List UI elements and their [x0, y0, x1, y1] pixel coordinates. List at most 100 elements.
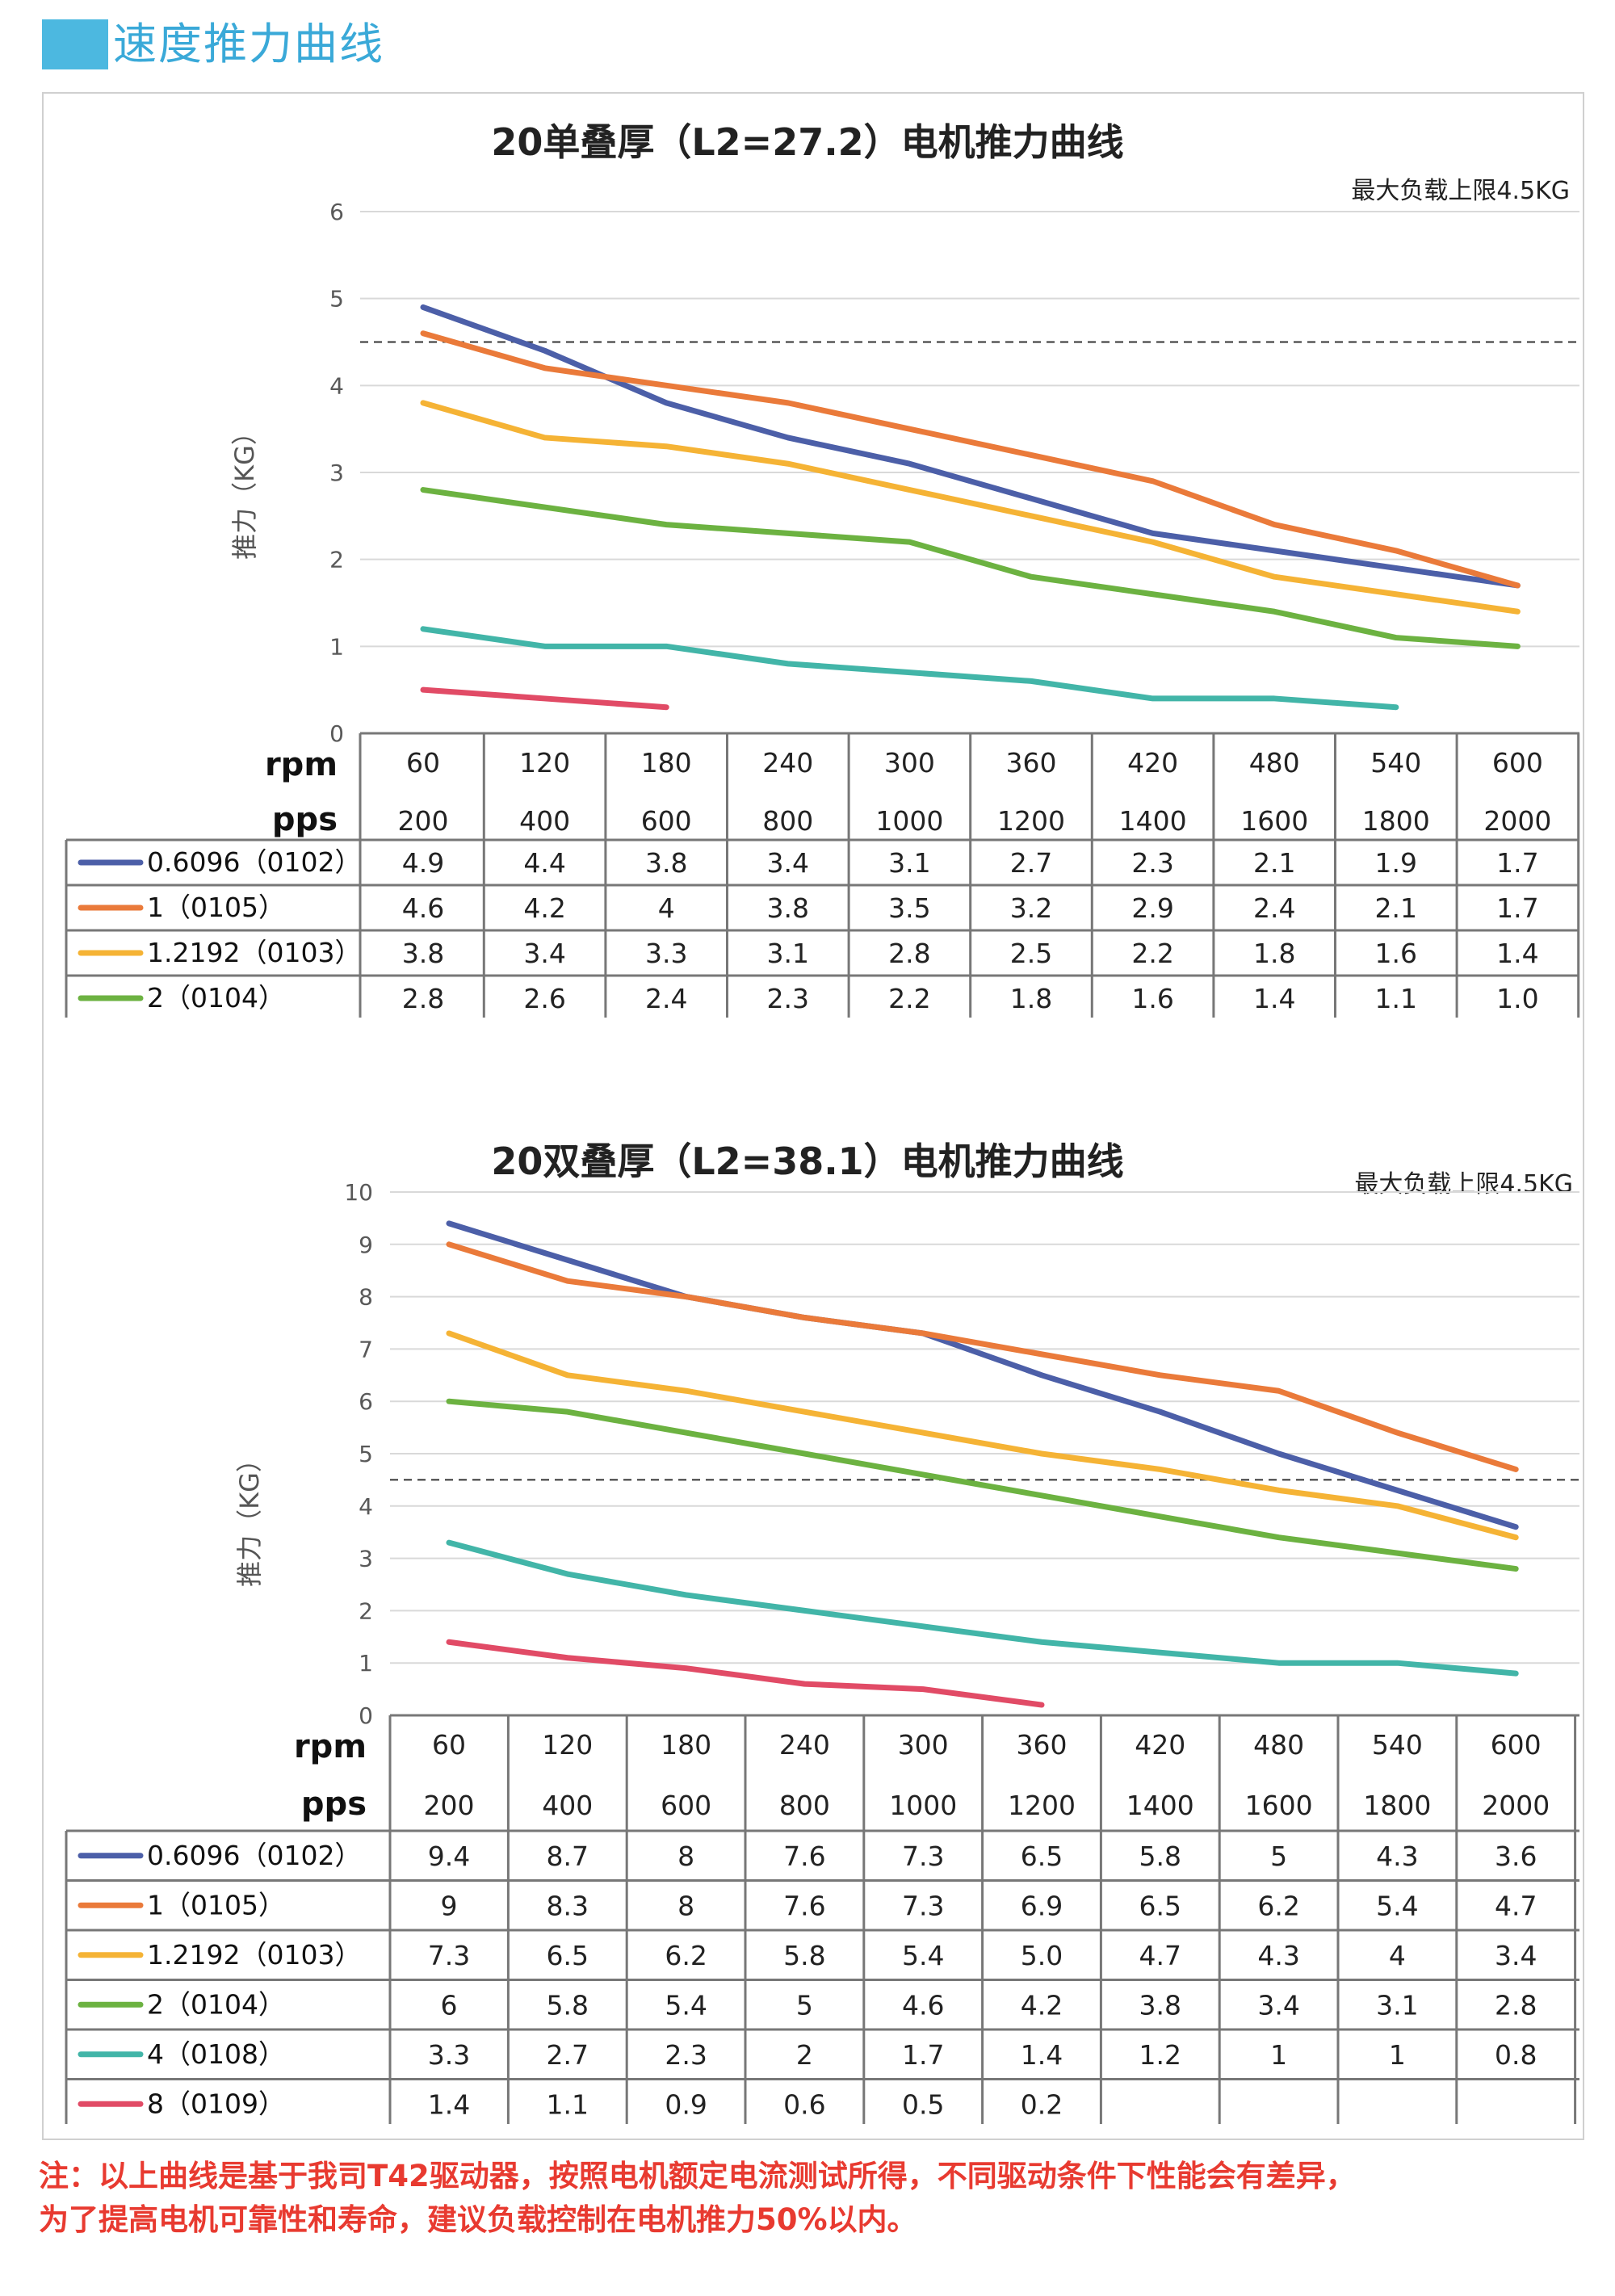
table-cell: 4.2: [523, 892, 565, 924]
pps-value: 2000: [1482, 1790, 1550, 1821]
series-line-3: [446, 1330, 1519, 1541]
table-cell: 2.8: [1495, 1989, 1537, 2021]
chart-title: 20单叠厚（L2=27.2）电机推力曲线: [491, 120, 1123, 164]
table-cell: 8.3: [547, 1890, 589, 1921]
table-cell: 4.6: [402, 892, 444, 924]
y-tick-label: 1: [359, 1650, 373, 1677]
rpm-value: 420: [1127, 747, 1178, 779]
table-cell: 7.3: [902, 1890, 944, 1921]
rpm-value: 120: [519, 747, 570, 779]
y-tick-label: 3: [329, 460, 344, 486]
table-cell: 4.4: [523, 847, 565, 879]
series-name: 4（0108）: [147, 2038, 285, 2070]
y-tick-label: 1: [329, 633, 344, 660]
rpm-value: 600: [1492, 747, 1543, 779]
table-cell: 1.7: [1496, 892, 1538, 924]
series-name: 1（0105）: [147, 892, 285, 923]
series-line-5: [446, 1539, 1519, 1677]
footnote-line-2: 为了提高电机可靠性和寿命，建议负载控制在电机推力50%以内。: [39, 2202, 917, 2237]
rpm-value: 420: [1135, 1729, 1185, 1761]
table-cell: 1: [1270, 2039, 1287, 2071]
table-cell: 6.5: [547, 1940, 589, 1971]
pps-value: 600: [661, 1790, 711, 1821]
rpm-value: 60: [406, 747, 440, 779]
table-cell: 0.8: [1495, 2039, 1537, 2071]
rpm-value: 300: [898, 1729, 949, 1761]
pps-value: 400: [519, 805, 570, 837]
pps-value: 200: [424, 1790, 475, 1821]
rpm-value: 300: [884, 747, 935, 779]
double-stack-chart: 20双叠厚（L2=38.1）电机推力曲线最大负载上限4.5KG推力（KG）012…: [65, 1140, 1579, 2124]
pps-value: 800: [762, 805, 813, 837]
chart-title: 20双叠厚（L2=38.1）电机推力曲线: [491, 1140, 1123, 1183]
series-line-6: [446, 1639, 1045, 1708]
table-cell: 8.7: [547, 1841, 589, 1872]
series-name: 1（0105）: [147, 1889, 285, 1920]
table-cell: 1.4: [428, 2088, 470, 2120]
y-tick-label: 4: [329, 372, 344, 399]
table-cell: 9.4: [428, 1841, 470, 1872]
table-cell: 1.4: [1253, 983, 1295, 1014]
series-line-2: [420, 330, 1521, 589]
table-cell: 3.2: [1010, 892, 1052, 924]
table-cell: 1.8: [1253, 938, 1295, 969]
table-cell: 4: [658, 892, 675, 924]
table-cell: 2.5: [1010, 938, 1052, 969]
table-cell: 3.8: [402, 938, 444, 969]
chart-panel: [42, 92, 1584, 2140]
table-cell: 4.2: [1021, 1989, 1063, 2021]
rpm-value: 180: [661, 1729, 711, 1761]
table-cell: 5.0: [1021, 1940, 1063, 1971]
table-cell: 1.1: [1375, 983, 1417, 1014]
table-cell: 0.6: [783, 2088, 825, 2120]
y-tick-label: 10: [344, 1179, 373, 1206]
table-cell: 1.6: [1131, 983, 1173, 1014]
pps-value: 1200: [1008, 1790, 1076, 1821]
table-cell: 3.3: [428, 2039, 470, 2071]
table-cell: 7.6: [783, 1890, 825, 1921]
table-cell: 8: [677, 1890, 694, 1921]
rpm-value: 240: [779, 1729, 830, 1761]
pps-value: 200: [398, 805, 449, 837]
rpm-value: 540: [1372, 1729, 1423, 1761]
table-cell: 5.8: [1139, 1841, 1181, 1872]
table-cell: 2: [796, 2039, 813, 2071]
table-cell: 4.7: [1495, 1890, 1537, 1921]
max-load-note: 最大负载上限4.5KG: [1354, 1170, 1573, 1198]
series-name: 1.2192（0103）: [147, 937, 361, 968]
series-line-1: [446, 1220, 1519, 1530]
pps-value: 1600: [1245, 1790, 1313, 1821]
series-line-2: [446, 1241, 1519, 1472]
table-cell: 4.6: [902, 1989, 944, 2021]
table-cell: 6.9: [1021, 1890, 1063, 1921]
table-cell: 0.5: [902, 2088, 944, 2120]
table-cell: 2.3: [1131, 847, 1173, 879]
y-tick-label: 5: [329, 286, 344, 313]
page-title: 速度推力曲线: [113, 19, 384, 69]
table-cell: 6.5: [1139, 1890, 1181, 1921]
table-cell: 0.9: [665, 2088, 707, 2120]
rpm-value: 360: [1006, 747, 1057, 779]
rpm-value: 240: [762, 747, 813, 779]
table-cell: 1.4: [1496, 938, 1538, 969]
table-cell: 2.4: [1253, 892, 1295, 924]
series-line-5: [420, 626, 1399, 711]
table-cell: 3.4: [767, 847, 809, 879]
pps-header: pps: [272, 801, 338, 838]
series-name: 1.2192（0103）: [147, 1939, 361, 1971]
table-cell: 2.7: [1010, 847, 1052, 879]
table-cell: 5.8: [547, 1989, 589, 2021]
pps-value: 1400: [1119, 805, 1187, 837]
series-line-6: [420, 686, 669, 711]
y-tick-label: 6: [359, 1388, 373, 1415]
y-tick-label: 3: [359, 1546, 373, 1572]
header-accent-block: [42, 19, 108, 69]
table-cell: 1.9: [1375, 847, 1417, 879]
series-name: 2（0104）: [147, 982, 285, 1014]
series-line-4: [446, 1398, 1519, 1572]
rpm-header: rpm: [294, 1728, 367, 1765]
series-name: 0.6096（0102）: [147, 846, 361, 878]
pps-value: 1000: [889, 1790, 957, 1821]
pps-value: 400: [542, 1790, 593, 1821]
table-cell: 2.3: [767, 983, 809, 1014]
